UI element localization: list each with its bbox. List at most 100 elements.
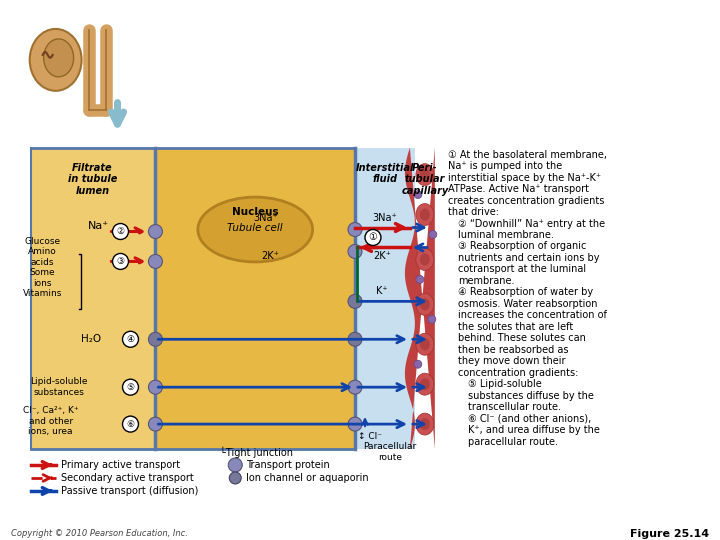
Ellipse shape xyxy=(420,253,430,266)
Text: ⑥ Cl⁻ (and other anions),: ⑥ Cl⁻ (and other anions), xyxy=(468,414,591,423)
Ellipse shape xyxy=(420,378,430,390)
Ellipse shape xyxy=(420,299,430,310)
Circle shape xyxy=(414,360,422,368)
Circle shape xyxy=(428,315,436,323)
Ellipse shape xyxy=(416,293,434,315)
Text: transcellular route.: transcellular route. xyxy=(468,402,561,412)
Circle shape xyxy=(348,332,362,346)
Circle shape xyxy=(414,191,422,199)
Text: substances diffuse by the: substances diffuse by the xyxy=(468,390,594,401)
Text: 2K⁺: 2K⁺ xyxy=(373,252,391,261)
Text: ② “Downhill” Na⁺ entry at the: ② “Downhill” Na⁺ entry at the xyxy=(458,219,605,228)
Ellipse shape xyxy=(44,39,73,77)
Circle shape xyxy=(228,458,242,472)
Circle shape xyxy=(122,332,138,347)
Circle shape xyxy=(229,472,241,484)
Circle shape xyxy=(416,275,424,284)
Text: ⑥: ⑥ xyxy=(127,420,135,429)
Text: ATPase. Active Na⁺ transport: ATPase. Active Na⁺ transport xyxy=(448,184,589,194)
Text: ④: ④ xyxy=(127,335,135,344)
Text: then be reabsorbed as: then be reabsorbed as xyxy=(458,345,568,355)
Text: ↕ Cl⁻: ↕ Cl⁻ xyxy=(358,431,382,441)
Text: Ion channel or aquaporin: Ion channel or aquaporin xyxy=(246,473,369,483)
Text: Nucleus: Nucleus xyxy=(232,206,279,217)
Polygon shape xyxy=(405,147,435,449)
Text: 3Na⁺: 3Na⁺ xyxy=(372,213,397,222)
Text: Primary active transport: Primary active transport xyxy=(60,460,180,470)
Text: membrane.: membrane. xyxy=(458,276,514,286)
Circle shape xyxy=(148,380,163,394)
Ellipse shape xyxy=(30,29,81,91)
Text: ③: ③ xyxy=(117,257,125,266)
Circle shape xyxy=(348,294,362,308)
Circle shape xyxy=(348,222,362,237)
Text: Peri-
tubular
capillary: Peri- tubular capillary xyxy=(401,163,449,196)
Polygon shape xyxy=(156,147,355,449)
Ellipse shape xyxy=(420,168,430,180)
Text: ⑤: ⑤ xyxy=(127,383,135,391)
Text: Glucose
Amino
acids
Some
ions
Vitamins: Glucose Amino acids Some ions Vitamins xyxy=(23,237,63,298)
Circle shape xyxy=(122,379,138,395)
Ellipse shape xyxy=(198,197,312,262)
Text: Na⁺: Na⁺ xyxy=(87,220,109,231)
Text: Na⁺ is pumped into the: Na⁺ is pumped into the xyxy=(448,161,562,171)
Text: Filtrate
in tubule
lumen: Filtrate in tubule lumen xyxy=(68,163,117,196)
Circle shape xyxy=(365,230,381,246)
Text: paracellular route.: paracellular route. xyxy=(468,436,558,447)
Text: Paracellular
route: Paracellular route xyxy=(364,442,417,462)
Text: ① At the basolateral membrane,: ① At the basolateral membrane, xyxy=(448,150,607,160)
Text: they move down their: they move down their xyxy=(458,356,565,366)
Circle shape xyxy=(112,224,128,239)
Text: Lipid-soluble
substances: Lipid-soluble substances xyxy=(30,377,87,397)
Text: ④ Reabsorption of water by: ④ Reabsorption of water by xyxy=(458,287,593,298)
Text: Secondary active transport: Secondary active transport xyxy=(60,473,194,483)
Text: Tubule cell: Tubule cell xyxy=(228,222,283,233)
Ellipse shape xyxy=(416,248,434,271)
Text: Copyright © 2010 Pearson Education, Inc.: Copyright © 2010 Pearson Education, Inc. xyxy=(11,529,188,538)
Circle shape xyxy=(148,332,163,346)
Text: behind. These solutes can: behind. These solutes can xyxy=(458,333,585,343)
Text: Passive transport (diffusion): Passive transport (diffusion) xyxy=(60,486,198,496)
Text: Transport protein: Transport protein xyxy=(246,460,330,470)
Text: 2K⁺: 2K⁺ xyxy=(261,252,279,261)
Text: cotransport at the luminal: cotransport at the luminal xyxy=(458,265,586,274)
Polygon shape xyxy=(355,147,415,449)
Text: Cl⁻, Ca²⁺, K⁺
and other
ions, urea: Cl⁻, Ca²⁺, K⁺ and other ions, urea xyxy=(23,406,78,436)
Ellipse shape xyxy=(420,418,430,430)
Circle shape xyxy=(429,231,437,239)
Ellipse shape xyxy=(416,413,434,435)
Circle shape xyxy=(348,245,362,259)
Text: ③ Reabsorption of organic: ③ Reabsorption of organic xyxy=(458,241,586,252)
Text: osmosis. Water reabsorption: osmosis. Water reabsorption xyxy=(458,299,598,309)
Ellipse shape xyxy=(420,208,430,220)
Text: ①: ① xyxy=(369,233,377,242)
Text: Interstitial
fluid: Interstitial fluid xyxy=(356,163,414,184)
Circle shape xyxy=(112,253,128,269)
Circle shape xyxy=(148,225,163,239)
Text: ②: ② xyxy=(117,227,125,236)
Text: └Tight junction: └Tight junction xyxy=(220,447,293,458)
Ellipse shape xyxy=(416,333,434,355)
Text: H₂O: H₂O xyxy=(81,334,101,345)
Circle shape xyxy=(348,417,362,431)
Circle shape xyxy=(348,380,362,394)
Polygon shape xyxy=(31,147,156,449)
Ellipse shape xyxy=(416,204,434,226)
Text: the solutes that are left: the solutes that are left xyxy=(458,322,573,332)
Ellipse shape xyxy=(416,373,434,395)
Text: K⁺: K⁺ xyxy=(376,286,388,296)
Text: increases the concentration of: increases the concentration of xyxy=(458,310,607,320)
Text: ⑤ Lipid-soluble: ⑤ Lipid-soluble xyxy=(468,379,541,389)
Text: interstitial space by the Na⁺-K⁺: interstitial space by the Na⁺-K⁺ xyxy=(448,173,601,183)
Circle shape xyxy=(122,416,138,432)
Text: 3Na⁺: 3Na⁺ xyxy=(253,213,278,222)
Circle shape xyxy=(148,417,163,431)
Text: Figure 25.14: Figure 25.14 xyxy=(630,529,709,539)
Text: concentration gradients:: concentration gradients: xyxy=(458,368,578,377)
Ellipse shape xyxy=(416,164,434,186)
Text: nutrients and certain ions by: nutrients and certain ions by xyxy=(458,253,599,263)
Ellipse shape xyxy=(420,338,430,350)
Text: creates concentration gradients: creates concentration gradients xyxy=(448,195,604,206)
Text: that drive:: that drive: xyxy=(448,207,499,217)
Circle shape xyxy=(148,254,163,268)
